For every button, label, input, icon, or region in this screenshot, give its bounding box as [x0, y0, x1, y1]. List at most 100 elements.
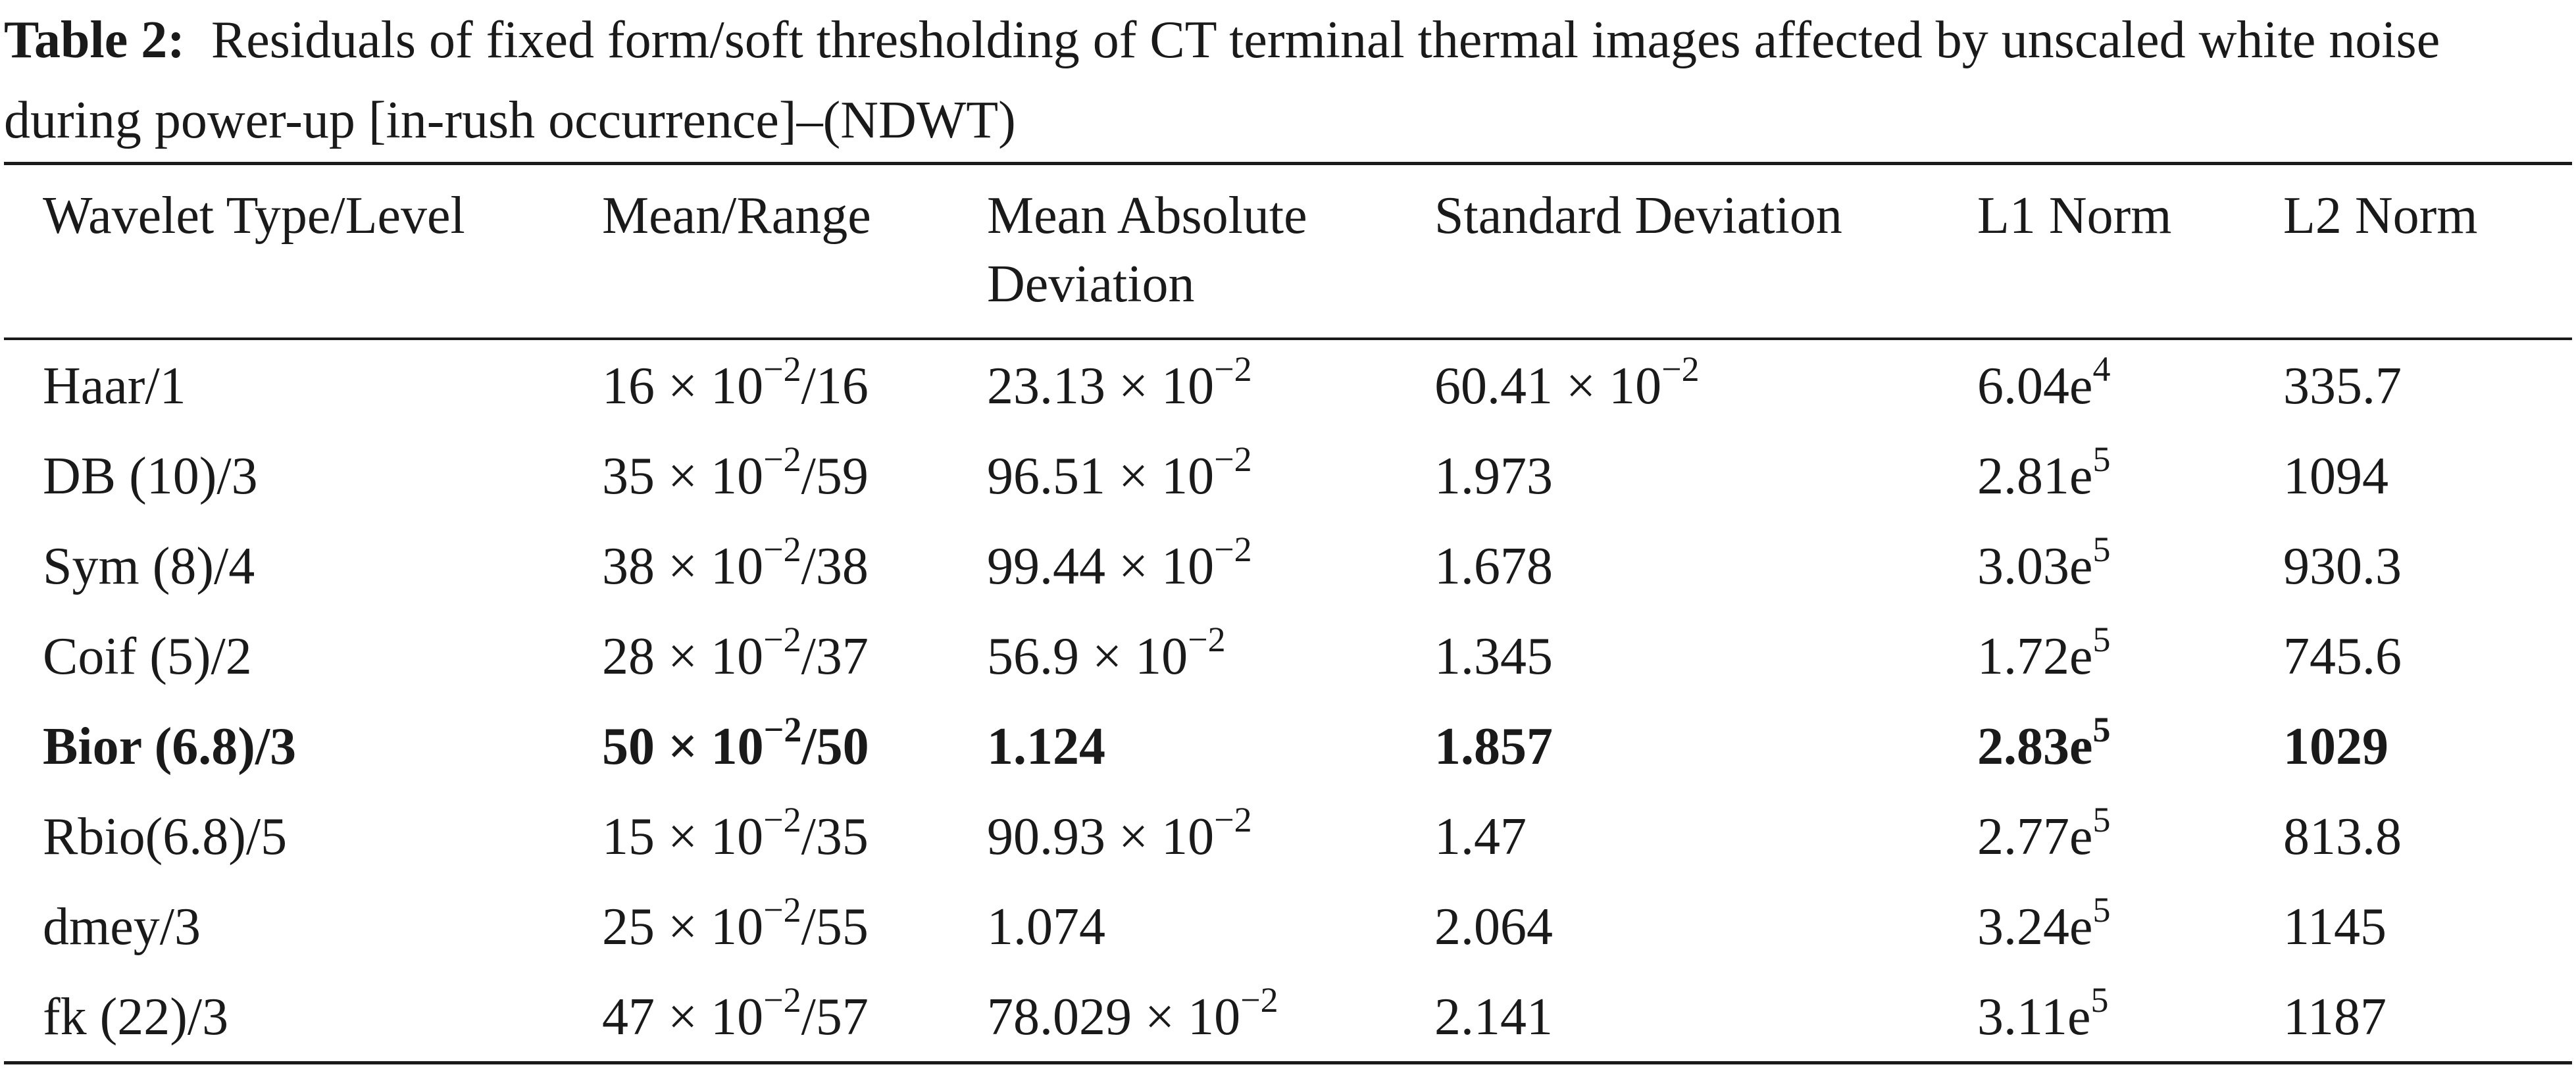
cell-wavelet-type: fk (22)/3 — [43, 984, 228, 1050]
table-caption-label: Table 2: — [4, 11, 185, 69]
cell-mean-absolute-deviation: 23.13 × 10−2 — [987, 351, 1252, 419]
table-row: Haar/1 16 × 10−2/16 23.13 × 10−2 60.41 × 10… — [0, 340, 2576, 428]
range-value: /50 — [801, 718, 869, 776]
header-wavelet-type: Wavelet Type/Level — [43, 187, 465, 245]
cell-mean-absolute-deviation: 1.074 — [987, 894, 1105, 960]
cell-standard-deviation: 1.47 — [1434, 804, 1527, 870]
wavelet-label: Bior (6.8)/3 — [43, 718, 297, 776]
header-mean-range: Mean/Range — [602, 187, 871, 245]
mad-value: 1.074 — [987, 898, 1105, 956]
table-row: Bior (6.8)/3 50 × 10−2/50 1.124 1.857 2.83e5… — [0, 701, 2576, 789]
l1-exponent: 5 — [2092, 620, 2111, 660]
cell-l1-norm: 6.04e4 — [1977, 351, 2111, 419]
l1-value: 2.77e — [1977, 808, 2093, 866]
mad-value: 78.029 × 10 — [987, 988, 1241, 1046]
l1-exponent: 5 — [2092, 439, 2111, 480]
range-value: /16 — [801, 357, 869, 415]
mean-value: 25 × 10 — [602, 898, 764, 956]
mean-exponent: −2 — [763, 800, 801, 840]
table-caption-text: Residuals of fixed form/soft thresholdin… — [4, 11, 2440, 149]
l1-value: 2.81e — [1977, 447, 2093, 505]
header-mad-line2: Deviation — [987, 255, 1195, 313]
table-header-rule — [4, 337, 2572, 340]
mean-exponent: −2 — [763, 530, 801, 570]
cell-standard-deviation: 2.141 — [1434, 984, 1553, 1050]
table-row: Sym (8)/4 38 × 10−2/38 99.44 × 10−2 1.678 3.… — [0, 520, 2576, 609]
std-value: 1.973 — [1434, 447, 1553, 505]
mean-exponent: −2 — [763, 890, 801, 930]
cell-wavelet-type: Rbio(6.8)/5 — [43, 804, 287, 870]
mad-value: 56.9 × 10 — [987, 628, 1188, 686]
std-value: 2.064 — [1434, 898, 1553, 956]
mean-value: 16 × 10 — [602, 357, 764, 415]
cell-mean-absolute-deviation: 1.124 — [987, 714, 1105, 780]
wavelet-label: Rbio(6.8)/5 — [43, 808, 288, 866]
table-row: DB (10)/3 35 × 10−2/59 96.51 × 10−2 1.973 2.… — [0, 430, 2576, 518]
l1-exponent: 5 — [2090, 980, 2109, 1020]
cell-wavelet-type: DB (10)/3 — [43, 443, 258, 509]
cell-mean-range: 35 × 10−2/59 — [602, 441, 869, 509]
l1-exponent: 5 — [2092, 800, 2111, 840]
cell-l2-norm: 930.3 — [2283, 534, 2402, 599]
mad-exponent: −2 — [1188, 620, 1226, 660]
l1-exponent: 5 — [2092, 710, 2111, 750]
l1-exponent: 4 — [2092, 349, 2111, 389]
std-value: 1.678 — [1434, 537, 1553, 595]
l1-value: 3.24e — [1977, 898, 2093, 956]
cell-l2-norm: 813.8 — [2283, 804, 2402, 870]
range-value: /38 — [801, 537, 869, 595]
cell-mean-range: 47 × 10−2/57 — [602, 982, 869, 1050]
table-top-rule — [4, 162, 2572, 165]
mad-exponent: −2 — [1240, 980, 1278, 1020]
mean-exponent: −2 — [763, 439, 801, 480]
cell-standard-deviation: 1.345 — [1434, 624, 1553, 689]
l1-value: 3.03e — [1977, 537, 2093, 595]
mean-exponent: −2 — [763, 710, 802, 750]
l2-value: 1187 — [2283, 988, 2387, 1046]
header-mad-line1: Mean Absolute — [987, 187, 1307, 245]
header-l2-norm: L2 Norm — [2283, 187, 2478, 245]
l2-value: 335.7 — [2283, 357, 2402, 415]
cell-l2-norm: 1187 — [2283, 984, 2387, 1050]
cell-wavelet-type: Coif (5)/2 — [43, 624, 252, 689]
cell-mean-range: 50 × 10−2/50 — [602, 712, 869, 780]
cell-mean-range: 28 × 10−2/37 — [602, 622, 869, 689]
mad-exponent: −2 — [1214, 800, 1252, 840]
table-bottom-rule — [4, 1061, 2572, 1064]
table-row: Coif (5)/2 28 × 10−2/37 56.9 × 10−2 1.345 1.… — [0, 611, 2576, 699]
l2-value: 1145 — [2283, 898, 2387, 956]
cell-wavelet-type: Bior (6.8)/3 — [43, 714, 296, 780]
mad-value: 90.93 × 10 — [987, 808, 1215, 866]
std-value: 1.47 — [1434, 808, 1527, 866]
cell-l1-norm: 3.24e5 — [1977, 892, 2111, 960]
cell-l2-norm: 1145 — [2283, 894, 2387, 960]
mad-value: 1.124 — [987, 718, 1105, 776]
range-value: /57 — [801, 988, 869, 1046]
table-caption: Table 2: Residuals of fixed form/soft th… — [4, 0, 2570, 161]
cell-standard-deviation: 1.857 — [1434, 714, 1553, 780]
header-l1-norm: L1 Norm — [1977, 187, 2172, 245]
wavelet-label: Haar/1 — [43, 357, 186, 415]
std-value: 2.141 — [1434, 988, 1553, 1046]
cell-l2-norm: 1029 — [2283, 714, 2388, 780]
cell-l1-norm: 2.83e5 — [1977, 712, 2111, 780]
wavelet-label: Sym (8)/4 — [43, 537, 255, 595]
cell-mean-range: 16 × 10−2/16 — [602, 351, 869, 419]
header-mean-absolute-deviation: Mean Absolute Deviation — [987, 182, 1307, 318]
wavelet-label: dmey/3 — [43, 898, 201, 956]
mad-exponent: −2 — [1214, 349, 1252, 389]
wavelet-label: Coif (5)/2 — [43, 628, 252, 686]
cell-standard-deviation: 1.678 — [1434, 534, 1553, 599]
mean-value: 47 × 10 — [602, 988, 764, 1046]
header-standard-deviation: Standard Deviation — [1434, 187, 1842, 245]
range-value: /35 — [801, 808, 869, 866]
mad-exponent: −2 — [1214, 439, 1252, 480]
l2-value: 930.3 — [2283, 537, 2402, 595]
mean-value: 15 × 10 — [602, 808, 764, 866]
cell-mean-absolute-deviation: 56.9 × 10−2 — [987, 622, 1226, 689]
l2-value: 1094 — [2283, 447, 2388, 505]
mad-exponent: −2 — [1214, 530, 1252, 570]
std-value: 1.857 — [1434, 718, 1553, 776]
cell-wavelet-type: Haar/1 — [43, 353, 186, 419]
cell-mean-range: 38 × 10−2/38 — [602, 532, 869, 599]
